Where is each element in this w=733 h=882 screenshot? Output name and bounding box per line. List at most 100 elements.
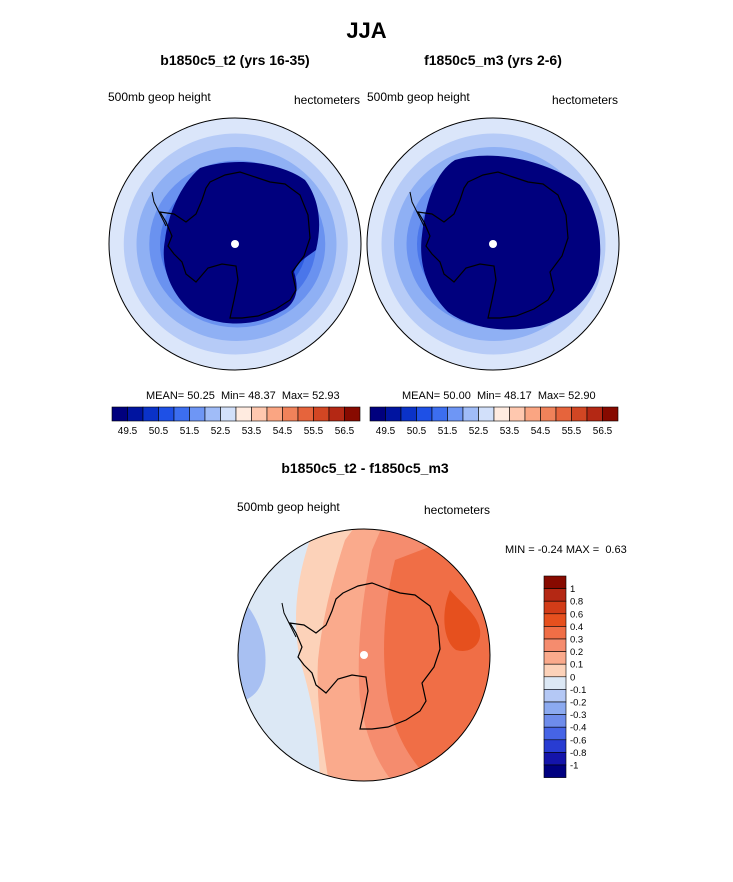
panel2-min-label: Min= (476, 390, 502, 402)
panel2-min-value: 48.17 (504, 390, 532, 402)
colorbar-tick-label: 49.5 (118, 426, 138, 437)
colorbar-swatch (555, 406, 572, 422)
diff-colorbar-swatch (543, 701, 567, 715)
colorbar-tick-label: 53.5 (242, 426, 262, 437)
diff-max-value: 0.63 (605, 544, 627, 556)
diff-map-peninsula-coast (281, 602, 297, 638)
diff-colorbar-swatch (543, 752, 567, 766)
panel2-variable-label: 500mb geop height (367, 90, 470, 104)
diff-map-south-pole-marker (360, 651, 368, 659)
colorbar-tick-label: 52.5 (211, 426, 231, 437)
colorbar-swatch (493, 406, 510, 422)
diff-colorbar-tick-label: -0.3 (570, 710, 586, 721)
colorbar-swatch (431, 406, 448, 422)
colorbar-swatch (416, 406, 433, 422)
colorbar-swatch (447, 406, 464, 422)
panel2-max-value: 52.90 (568, 390, 596, 402)
diff-field-region (444, 590, 481, 651)
colorbar-swatch (328, 406, 345, 422)
diff-colorbar-tick-label: -0.8 (570, 748, 586, 759)
colorbar-swatch (385, 406, 402, 422)
colorbar-tick-label: 50.5 (407, 426, 427, 437)
diff-colorbar-swatch (543, 613, 567, 627)
colorbar-tick-label: 55.5 (304, 426, 324, 437)
diff-colorbar-tick-label: -0.1 (570, 685, 586, 696)
map1-lowest-contour (163, 161, 320, 324)
diff-colorbar-tick-label: 0 (570, 672, 575, 683)
diff-colorbar-swatch (543, 764, 567, 778)
diff-colorbar-swatch (543, 726, 567, 741)
diff-colorbar: 1 0.80.6 0.4 0.30.2 0.10 -0.1 -0.2-0.3 -0.4-0.6… (543, 575, 586, 778)
colorbar-swatch (509, 406, 526, 422)
diff-minmax: MIN = -0.24 MAX = 0.63 (505, 544, 627, 556)
colorbar-tick-label: 55.5 (562, 426, 582, 437)
panel1-units-label: hectometers (294, 93, 361, 107)
colorbar-swatch (282, 406, 299, 422)
panel1-min-value: 48.37 (248, 390, 276, 402)
map2-border (366, 117, 620, 371)
colorbar-swatch (220, 406, 237, 422)
diff-colorbar-swatch (543, 575, 567, 589)
colorbar-swatch (266, 406, 283, 422)
diff-min-value: -0.24 (537, 544, 563, 556)
diff-colorbar-swatch (543, 651, 567, 665)
colorbar-tick-label: 53.5 (500, 426, 520, 437)
colorbar-swatch (189, 406, 206, 422)
diff-map-border (237, 528, 491, 782)
colorbar-swatch (400, 406, 417, 422)
panel1-title: b1850c5_t2 (yrs 16-35) (160, 52, 310, 68)
colorbar-swatch (369, 406, 386, 422)
colorbar-tick-label: 54.5 (273, 426, 293, 437)
colorbar-swatch (158, 406, 175, 422)
diff-colorbar-tick-label: -0.4 (570, 723, 586, 734)
colorbar-swatch (602, 406, 619, 422)
map2-lowest-contour (421, 155, 601, 330)
map2-peninsula-coast (409, 191, 425, 227)
colorbar-swatch (540, 406, 557, 422)
diff-colorbar-tick-label: 0.8 (570, 597, 583, 608)
map2-south-pole-marker (489, 240, 497, 248)
colorbar-tick-label: 51.5 (438, 426, 458, 437)
diff-colorbar-tick-label: 0.4 (570, 622, 583, 633)
panel1-max-label: Max= (281, 390, 310, 402)
colorbar-swatch (297, 406, 314, 422)
diff-colorbar-tick-label: 0.3 (570, 635, 583, 646)
diff-colorbar-swatch (543, 638, 567, 652)
diff-colorbar-tick-label: -0.6 (570, 735, 586, 746)
colorbar-swatch (127, 406, 144, 422)
diff-map-polar-plot (237, 528, 491, 782)
colorbar-swatch (524, 406, 541, 422)
diff-title: b1850c5_t2 - f1850c5_m3 (281, 460, 449, 476)
diff-colorbar-tick-label: 1 (570, 584, 575, 595)
colorbar-swatch (571, 406, 588, 422)
map1-south-pole-marker (231, 240, 239, 248)
colorbar-swatch (462, 406, 479, 422)
diff-units-label: hectometers (424, 503, 491, 517)
diff-colorbar-tick-label: 0.1 (570, 660, 583, 671)
panel1-stats: MEAN= 50.25 Min= 48.37 Max= 52.93 (146, 390, 340, 402)
colorbar-tick-label: 54.5 (531, 426, 551, 437)
map2-polar-plot (366, 117, 620, 371)
diff-colorbar-swatch (543, 676, 567, 690)
diff-colorbar-tick-label: -0.2 (570, 698, 586, 709)
map1-peninsula-coast (151, 191, 167, 227)
diff-colorbar-tick-label: 0.6 (570, 609, 583, 620)
diff-min-label: MIN = (505, 544, 535, 556)
panel2-mean-label: MEAN= (402, 390, 441, 402)
diff-colorbar-swatch (543, 626, 567, 640)
panel1-mean-value: 50.25 (187, 390, 215, 402)
panel1-variable-label: 500mb geop height (108, 90, 211, 104)
diff-colorbar-swatch (543, 588, 567, 602)
colorbar-swatch (344, 406, 361, 422)
colorbar-tick-label: 56.5 (593, 426, 613, 437)
colorbar-swatch (111, 406, 128, 422)
colorbar-swatch (142, 406, 159, 422)
colorbar-tick-label: 49.5 (376, 426, 396, 437)
colorbar-swatch (478, 406, 495, 422)
panel1-min-label: Min= (220, 390, 246, 402)
diff-colorbar-swatch (543, 600, 567, 615)
panel2-stats: MEAN= 50.00 Min= 48.17 Max= 52.90 (402, 390, 596, 402)
main-title: JJA (346, 18, 387, 43)
diff-colorbar-tick-label: 0.2 (570, 647, 583, 658)
